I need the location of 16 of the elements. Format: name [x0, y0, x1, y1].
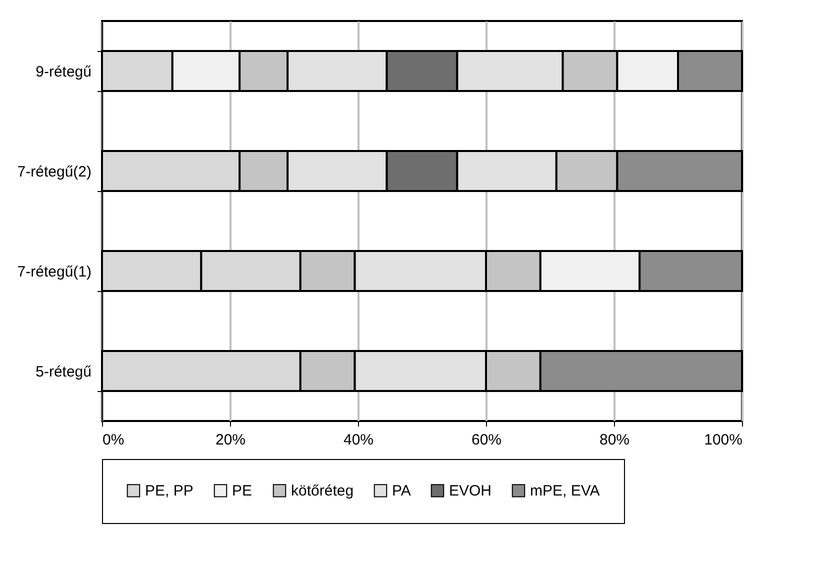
- x-tick-label: 20%: [215, 432, 246, 448]
- x-tick-label: 80%: [599, 432, 630, 448]
- legend-label: PE, PP: [145, 482, 194, 500]
- x-tick-label: 100%: [704, 432, 742, 448]
- x-tick-label: 60%: [471, 432, 502, 448]
- legend-label: PA: [392, 482, 411, 500]
- y-tick-label: 7-rétegű(1): [17, 264, 92, 280]
- legend-label: kötőréteg: [291, 482, 354, 500]
- x-tick-label: 0%: [102, 432, 124, 448]
- y-tick-label: 5-rétegű: [36, 364, 92, 380]
- y-tick-label: 7-rétegű(2): [17, 164, 92, 180]
- y-tick-label: 9-rétegű: [36, 64, 92, 80]
- legend-label: PE: [232, 482, 252, 500]
- x-tick-label: 40%: [343, 432, 374, 448]
- legend-label: mPE, EVA: [530, 482, 600, 500]
- legend-label: EVOH: [449, 482, 492, 500]
